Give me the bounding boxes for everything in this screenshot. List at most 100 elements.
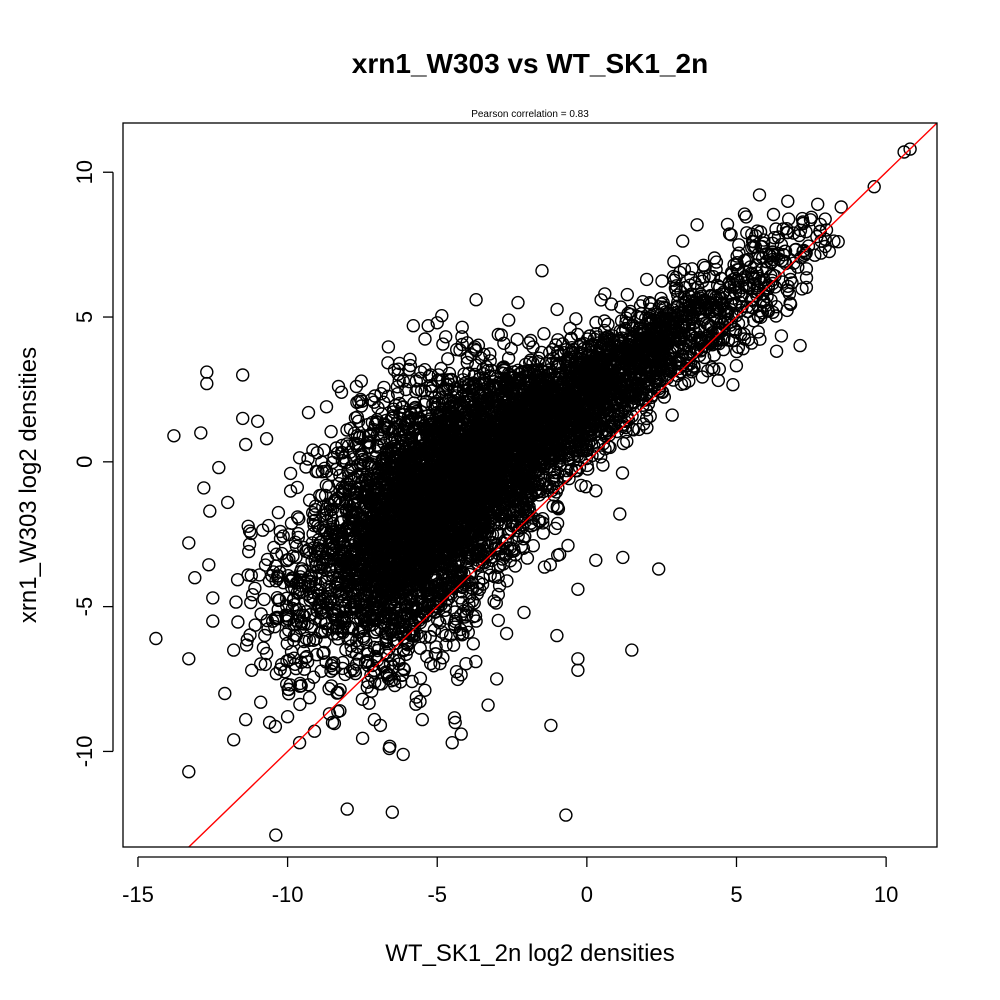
data-point — [270, 591, 284, 605]
data-point — [302, 691, 317, 705]
data-point — [409, 385, 423, 399]
data-point — [373, 546, 387, 560]
data-point — [230, 573, 245, 587]
data-point — [306, 506, 320, 520]
data-point — [377, 420, 392, 435]
data-point — [435, 625, 449, 639]
data-point — [399, 647, 413, 661]
data-point — [356, 629, 371, 644]
data-point — [312, 589, 326, 603]
data-point — [279, 627, 293, 641]
data-point — [317, 443, 331, 457]
data-point — [372, 677, 387, 691]
data-point — [347, 595, 362, 610]
data-point — [382, 506, 396, 520]
data-point — [384, 492, 398, 506]
data-point — [420, 409, 435, 423]
data-point — [301, 452, 315, 466]
data-point — [368, 389, 382, 403]
data-point — [414, 383, 429, 398]
data-point — [350, 428, 365, 443]
data-point — [447, 711, 462, 725]
data-point — [267, 540, 281, 555]
data-point — [320, 507, 334, 521]
data-point — [415, 543, 429, 558]
data-point — [276, 529, 290, 543]
data-point — [335, 612, 349, 627]
data-point — [455, 628, 469, 642]
data-point — [396, 661, 411, 676]
data-point — [491, 587, 505, 602]
data-point — [453, 566, 467, 581]
data-point — [384, 456, 399, 470]
data-point — [326, 601, 341, 616]
data-point — [283, 484, 298, 498]
data-point — [405, 674, 419, 689]
data-point — [385, 574, 399, 588]
data-point — [396, 374, 410, 388]
data-point — [273, 531, 288, 546]
data-point — [370, 643, 385, 658]
data-point — [520, 551, 535, 565]
data-point — [282, 687, 296, 701]
data-point — [364, 392, 378, 407]
data-point — [244, 595, 258, 610]
data-point — [324, 424, 338, 439]
data-point — [361, 551, 375, 565]
data-point — [407, 629, 421, 643]
data-point — [420, 649, 434, 664]
data-point — [456, 627, 470, 641]
data-point — [229, 595, 243, 609]
data-point — [244, 568, 259, 583]
data-point — [202, 558, 216, 572]
data-point — [304, 608, 318, 622]
data-point — [266, 614, 280, 628]
data-point — [427, 659, 441, 673]
data-point — [432, 585, 446, 599]
data-point — [408, 571, 423, 585]
data-point — [397, 479, 411, 494]
data-point — [339, 585, 353, 599]
data-point — [370, 601, 384, 615]
chart-subtitle: Pearson correlation = 0.83 — [471, 109, 589, 120]
data-point — [316, 646, 330, 660]
data-point — [257, 592, 271, 607]
data-point — [293, 621, 308, 635]
data-point — [323, 595, 337, 609]
data-point — [393, 407, 407, 421]
data-point — [422, 369, 436, 384]
data-point — [455, 320, 469, 334]
data-point — [430, 374, 445, 388]
data-point — [291, 527, 305, 541]
data-point — [441, 352, 455, 366]
data-point — [261, 622, 275, 636]
data-point — [368, 625, 383, 639]
data-point — [462, 567, 477, 582]
data-point — [325, 536, 339, 551]
data-point — [258, 558, 273, 572]
data-point — [396, 747, 410, 762]
data-point — [431, 613, 445, 627]
data-point — [326, 621, 340, 635]
data-point — [384, 442, 398, 457]
data-point — [355, 535, 369, 549]
data-point — [491, 613, 505, 628]
data-point — [335, 438, 349, 453]
data-point — [395, 400, 409, 414]
data-point — [347, 556, 362, 570]
data-point — [365, 415, 380, 430]
data-point — [363, 578, 378, 592]
data-point — [347, 426, 362, 440]
data-point — [403, 460, 417, 474]
data-point — [391, 615, 405, 630]
data-point — [391, 583, 406, 597]
data-point — [355, 394, 369, 408]
data-point — [310, 648, 324, 662]
data-point — [292, 512, 306, 526]
data-point — [436, 651, 450, 665]
data-point — [248, 581, 262, 595]
data-point — [359, 564, 373, 578]
data-point — [319, 478, 333, 492]
data-point — [290, 480, 304, 495]
data-point — [280, 636, 294, 651]
